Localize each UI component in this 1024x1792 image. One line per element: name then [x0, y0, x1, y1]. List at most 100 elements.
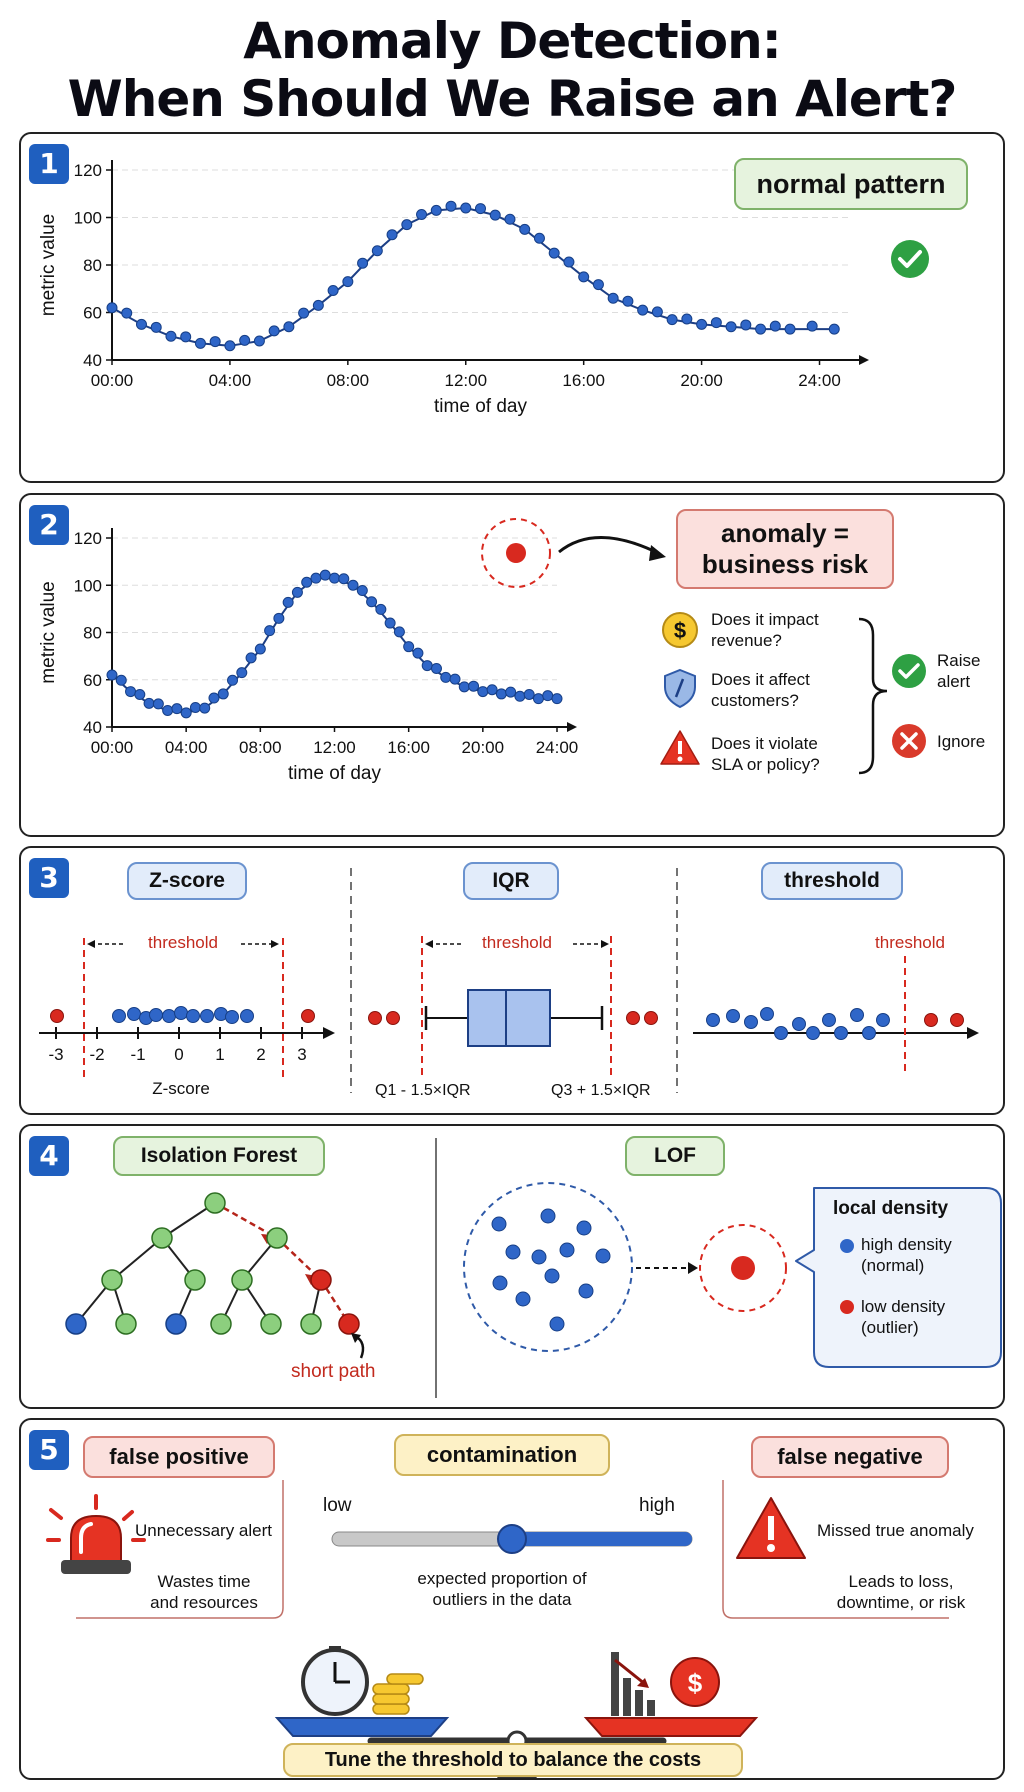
warning-triangle-icon	[660, 730, 700, 765]
x-tick-label: 04:00	[209, 371, 252, 390]
false-negative-line-2: Leads to loss, downtime, or risk	[836, 1572, 966, 1612]
panel-number: 5	[29, 1430, 69, 1470]
statistical-methods-graphic	[39, 868, 979, 1093]
svg-text:$: $	[688, 1668, 703, 1698]
x-tick-label: 12:00	[444, 371, 487, 390]
x-tick-label: 00:00	[91, 371, 134, 390]
data-point	[312, 299, 324, 311]
data-point	[607, 292, 619, 304]
x-axis-label: time of day	[434, 396, 527, 417]
data-point	[769, 320, 781, 332]
x-axis-arrow	[567, 722, 577, 732]
tradeoff-graphic: $	[46, 1480, 949, 1778]
data-point	[533, 232, 545, 244]
data-point	[375, 603, 387, 615]
data-point	[504, 213, 516, 225]
data-point	[282, 596, 294, 608]
data-point	[468, 680, 480, 692]
data-point	[416, 209, 428, 220]
x-tick-label: 08:00	[327, 371, 370, 390]
iqr-lower-bound-label: Q1 - 1.5×IQR	[375, 1082, 471, 1099]
contamination-caption: expected proportion of outliers in the d…	[417, 1569, 587, 1609]
zscore-badge: Z-score	[127, 862, 247, 900]
data-point	[784, 323, 796, 335]
zscore-tick: -3	[48, 1045, 64, 1064]
contamination-high-label: high	[639, 1495, 675, 1516]
data-point	[217, 688, 229, 700]
data-point	[551, 693, 563, 705]
svg-text:$: $	[674, 618, 686, 643]
data-point	[115, 674, 127, 686]
data-point	[208, 692, 220, 704]
balance-costs-footer: Tune the threshold to balance the costs	[283, 1743, 743, 1777]
y-tick-label: 40	[83, 351, 102, 370]
data-point	[180, 707, 192, 719]
y-tick-label: 60	[83, 671, 102, 690]
panel-number: 3	[29, 858, 69, 898]
x-tick-label: 00:00	[91, 738, 134, 757]
data-point	[236, 667, 248, 679]
business-risk-chart: 40 60 80 100 120 00:00 04:00 08:00 12:00 16:00 20:…	[38, 528, 579, 784]
data-point	[666, 314, 678, 326]
siren-graphic	[46, 1494, 146, 1574]
data-point	[264, 625, 276, 637]
data-point	[298, 307, 310, 319]
data-point	[227, 674, 239, 686]
data-point	[327, 285, 339, 296]
iqr-upper-bound-label: Q3 + 1.5×IQR	[551, 1082, 651, 1099]
panel-business-risk: 2 40 60 80 100 120 00:00 04:00 08:00 12:00 16:00 2…	[19, 493, 1005, 837]
data-point	[755, 323, 767, 335]
false-negative-badge: false negative	[751, 1436, 949, 1478]
data-point	[710, 317, 722, 329]
x-tick-label: 12:00	[313, 738, 356, 757]
x-tick-label: 08:00	[239, 738, 282, 757]
x-tick-label: 16:00	[562, 371, 605, 390]
false-positive-line-1: Unnecessary alert	[135, 1521, 273, 1540]
zscore-tick: 2	[256, 1045, 266, 1064]
contamination-slider[interactable]	[321, 1520, 703, 1560]
data-point	[403, 641, 415, 653]
y-tick-label: 120	[74, 161, 102, 180]
y-tick-label: 80	[83, 624, 102, 643]
zscore-tick: 1	[215, 1045, 225, 1064]
data-point	[489, 209, 501, 221]
data-point	[563, 256, 575, 268]
check-circle-icon	[891, 240, 929, 278]
business-risk-badge: anomaly = business risk	[676, 509, 894, 589]
short-path-label: short path	[291, 1361, 376, 1382]
iqr-threshold-label: threshold	[482, 933, 552, 952]
y-tick-label: 120	[74, 529, 102, 548]
panel-statistical-methods: 3	[19, 846, 1005, 1115]
y-axis-label: metric value	[38, 214, 59, 316]
outcome-ignore: Ignore	[937, 732, 986, 751]
data-point	[393, 626, 405, 638]
y-tick-label: 100	[74, 209, 102, 228]
panel-tradeoff: 5	[19, 1418, 1005, 1780]
x-tick-label: 04:00	[165, 738, 208, 757]
contamination-low-label: low	[323, 1495, 352, 1516]
zscore-tick: 3	[297, 1045, 307, 1064]
panel-number: 1	[29, 144, 69, 184]
title-line-2: When Should We Raise an Alert?	[67, 70, 958, 128]
y-tick-label: 40	[83, 718, 102, 737]
threshold-badge: threshold	[761, 862, 903, 900]
shield-icon	[664, 668, 696, 709]
normal-pattern-chart: 40 60 80 100 120 00:00 04:00 08:00 12:00 16:00 20:…	[38, 160, 869, 417]
data-point	[548, 247, 560, 259]
question-customers: Does it affect customers?	[711, 670, 810, 710]
data-point	[740, 319, 752, 331]
data-point	[301, 576, 313, 588]
outcome-raise-alert: Raise alert	[937, 651, 981, 691]
x-tick-label: 24:00	[536, 738, 579, 757]
x-circle-icon	[892, 724, 926, 758]
data-point	[245, 652, 257, 664]
panel-ml-methods: 4	[19, 1124, 1005, 1409]
x-tick-label: 24:00	[798, 371, 841, 390]
question-sla: Does it violate SLA or policy?	[711, 734, 820, 774]
data-point	[696, 318, 708, 330]
check-circle-icon	[892, 654, 926, 688]
zscore-tick: -2	[89, 1045, 105, 1064]
data-point	[253, 335, 265, 347]
legend-low-density: low density (outlier)	[861, 1297, 946, 1337]
false-positive-line-2: Wastes time and resources	[150, 1572, 258, 1612]
